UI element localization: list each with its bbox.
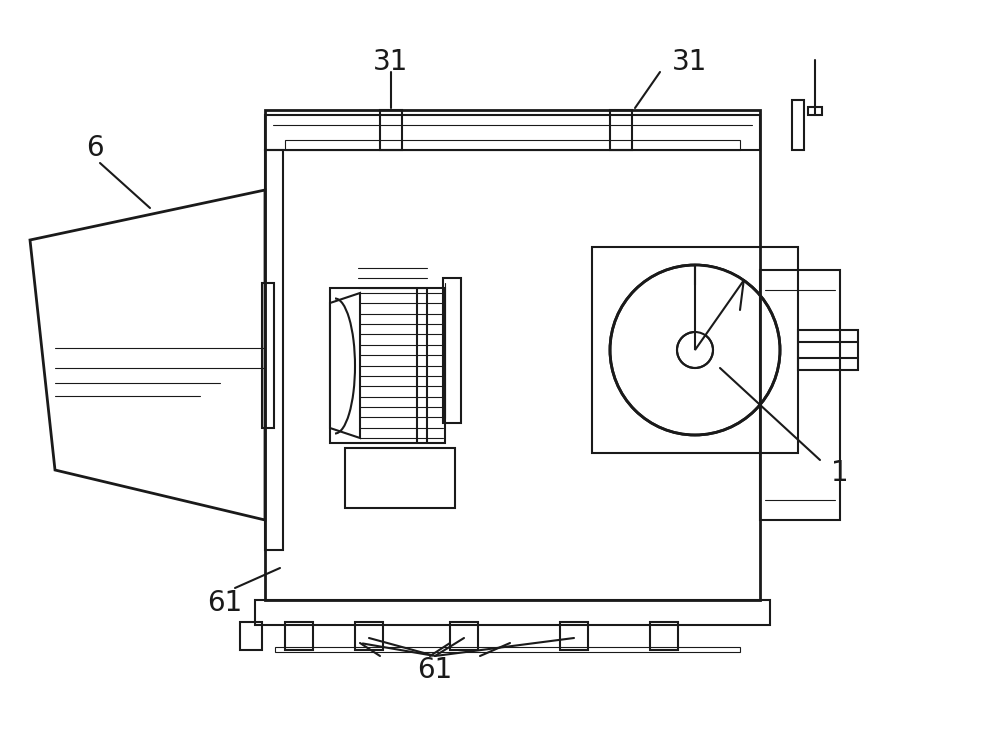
Bar <box>265 115 760 150</box>
Bar <box>450 622 478 650</box>
Text: 6: 6 <box>86 134 104 162</box>
Bar <box>275 647 740 652</box>
Bar <box>265 110 760 600</box>
Bar <box>265 150 283 550</box>
Bar <box>760 270 840 520</box>
Bar <box>345 448 455 508</box>
Bar <box>330 288 445 443</box>
Text: 31: 31 <box>373 48 409 76</box>
Bar <box>610 110 632 150</box>
Bar <box>240 622 262 650</box>
Bar <box>798 330 858 370</box>
Bar <box>355 622 383 650</box>
Bar <box>285 140 740 150</box>
Bar <box>443 278 461 423</box>
Polygon shape <box>330 293 360 438</box>
Text: 61: 61 <box>207 589 243 617</box>
Text: 61: 61 <box>417 656 453 684</box>
Bar <box>255 600 770 625</box>
Bar <box>792 100 804 150</box>
Bar <box>592 247 798 453</box>
Bar <box>650 622 678 650</box>
Text: 1: 1 <box>831 459 849 487</box>
Polygon shape <box>30 190 265 520</box>
Bar <box>380 110 402 150</box>
Text: 31: 31 <box>672 48 708 76</box>
Bar <box>560 622 588 650</box>
Bar <box>285 622 313 650</box>
Wedge shape <box>695 265 744 350</box>
Bar <box>808 107 822 115</box>
Bar <box>262 283 274 428</box>
